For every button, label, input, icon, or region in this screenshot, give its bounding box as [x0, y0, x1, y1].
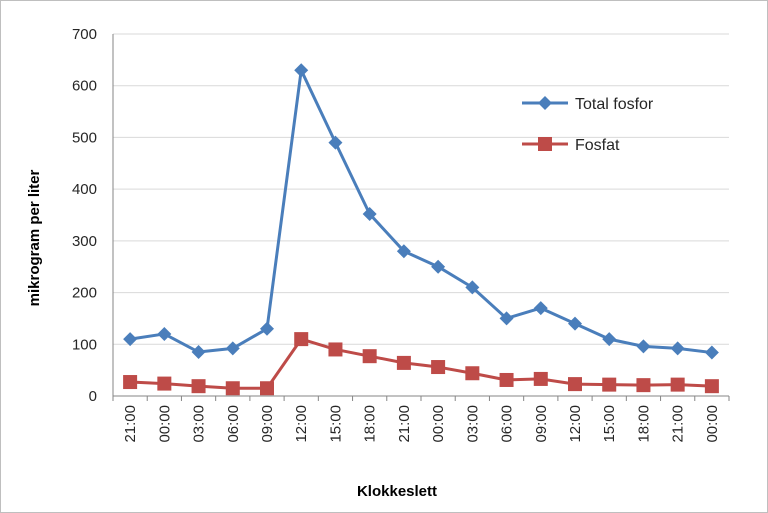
x-axis-title: Klokkeslett	[357, 483, 437, 500]
data-point	[328, 342, 343, 357]
data-point	[191, 345, 206, 360]
x-tick-label: 21:00	[670, 405, 687, 443]
plot-area	[123, 63, 719, 396]
data-point	[225, 381, 240, 396]
legend-label: Fosfat	[575, 137, 620, 154]
legend: Total fosfor Fosfat	[522, 96, 654, 154]
data-point	[362, 206, 377, 221]
x-tick-label: 12:00	[293, 405, 310, 443]
data-point	[123, 332, 138, 347]
data-point	[533, 371, 548, 386]
data-point	[636, 378, 651, 393]
gridlines	[112, 33, 730, 401]
x-tick-label: 00:00	[704, 405, 721, 443]
data-point	[431, 360, 446, 375]
data-point	[294, 63, 309, 78]
x-tick-label: 18:00	[635, 405, 652, 443]
x-tick-label: 09:00	[259, 405, 276, 443]
legend-marker	[538, 96, 552, 110]
data-point	[225, 341, 240, 356]
x-tick-label: 15:00	[327, 405, 344, 443]
x-tick-label: 12:00	[567, 405, 584, 443]
data-point	[362, 349, 377, 364]
data-point	[602, 377, 617, 392]
data-point	[568, 377, 582, 392]
legend-entry: Total fosfor	[522, 96, 654, 113]
y-tick-label: 200	[72, 285, 97, 302]
data-point	[670, 341, 685, 356]
data-point	[431, 259, 446, 274]
x-axis-ticks: 21:00 00:00 03:00 06:00 09:00 12:00 15:00 18:00…	[122, 405, 721, 443]
data-point	[465, 366, 480, 381]
legend-label: Total fosfor	[575, 96, 654, 113]
data-point	[636, 339, 651, 354]
data-point	[396, 355, 411, 370]
data-point	[191, 379, 206, 394]
legend-marker	[538, 137, 552, 151]
x-tick-label: 00:00	[156, 405, 173, 443]
data-point	[123, 375, 138, 390]
y-axis-ticks: 0 100 200 300 400 500 600 700	[72, 26, 97, 405]
x-tick-label: 06:00	[499, 405, 516, 443]
data-point	[465, 280, 480, 295]
data-point	[328, 135, 343, 150]
series-2	[123, 332, 719, 396]
data-point	[499, 311, 514, 326]
y-tick-label: 0	[89, 388, 97, 405]
series-line	[130, 337, 712, 390]
y-axis-title: mikrogram per liter	[26, 169, 43, 306]
data-point	[260, 381, 274, 396]
y-tick-label: 500	[72, 129, 97, 146]
data-point	[294, 332, 309, 347]
x-tick-label: 06:00	[225, 405, 242, 443]
x-tick-label: 00:00	[430, 405, 447, 443]
y-tick-label: 700	[72, 26, 97, 43]
x-tick-label: 03:00	[191, 405, 208, 443]
y-tick-label: 600	[72, 78, 97, 95]
data-point	[157, 326, 172, 341]
data-point	[602, 332, 617, 347]
x-tick-label: 18:00	[362, 405, 379, 443]
data-point	[704, 345, 719, 360]
data-point	[704, 379, 719, 394]
series-1	[123, 63, 719, 360]
data-point	[157, 376, 172, 391]
x-tick-label: 21:00	[396, 405, 413, 443]
y-tick-label: 300	[72, 233, 97, 250]
x-tick-label: 03:00	[464, 405, 481, 443]
data-point	[499, 372, 514, 387]
x-tick-label: 09:00	[533, 405, 550, 443]
y-tick-label: 400	[72, 181, 97, 198]
data-point	[568, 316, 582, 331]
data-point	[670, 377, 685, 392]
x-tick-label: 21:00	[122, 405, 139, 443]
x-tick-label: 15:00	[601, 405, 618, 443]
y-tick-label: 100	[72, 336, 97, 353]
legend-entry: Fosfat	[522, 137, 620, 154]
data-point	[396, 244, 411, 259]
data-point	[260, 321, 274, 336]
data-point	[533, 301, 548, 316]
